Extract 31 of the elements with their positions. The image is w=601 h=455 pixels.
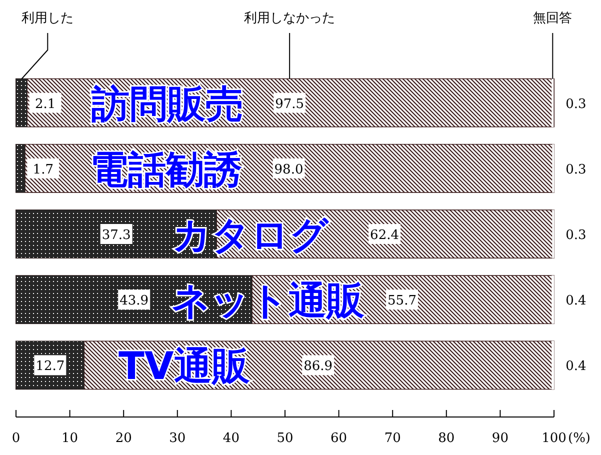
x-tick-label: 0 [12, 431, 20, 446]
data-label: 2.1 [34, 96, 56, 112]
bar [16, 144, 26, 193]
x-tick-label: 40 [222, 431, 240, 446]
data-label: 43.9 [120, 294, 149, 309]
bar [552, 275, 554, 324]
x-tick-label: 50 [276, 431, 294, 446]
bar [16, 78, 28, 127]
x-tick-label: 100 [542, 431, 566, 446]
x-tick-label: 20 [115, 431, 132, 446]
bar [552, 341, 554, 390]
data-label: 1.7 [32, 162, 54, 178]
data-label: 37.3 [102, 228, 131, 243]
data-label: 98.0 [274, 162, 304, 178]
x-tick-label: 70 [384, 431, 401, 446]
data-label: 0.3 [566, 96, 586, 112]
data-label: 86.9 [304, 359, 333, 374]
x-tick-label: 80 [438, 431, 455, 446]
x-tick-label: 60 [330, 431, 348, 446]
x-tick-label: 90 [492, 431, 508, 446]
data-label: 12.7 [36, 359, 65, 374]
data-label: 0.4 [566, 294, 586, 309]
x-tick-label: 10 [62, 431, 78, 446]
data-label: 97.5 [275, 96, 304, 112]
x-axis-title: (%) [568, 431, 590, 446]
data-label: 0.4 [566, 359, 586, 374]
x-tick-label: 30 [169, 431, 186, 446]
data-label: 62.4 [370, 228, 400, 243]
data-label: 0.3 [566, 162, 586, 178]
data-label: 0.3 [566, 228, 586, 243]
data-label: 55.7 [388, 294, 416, 309]
